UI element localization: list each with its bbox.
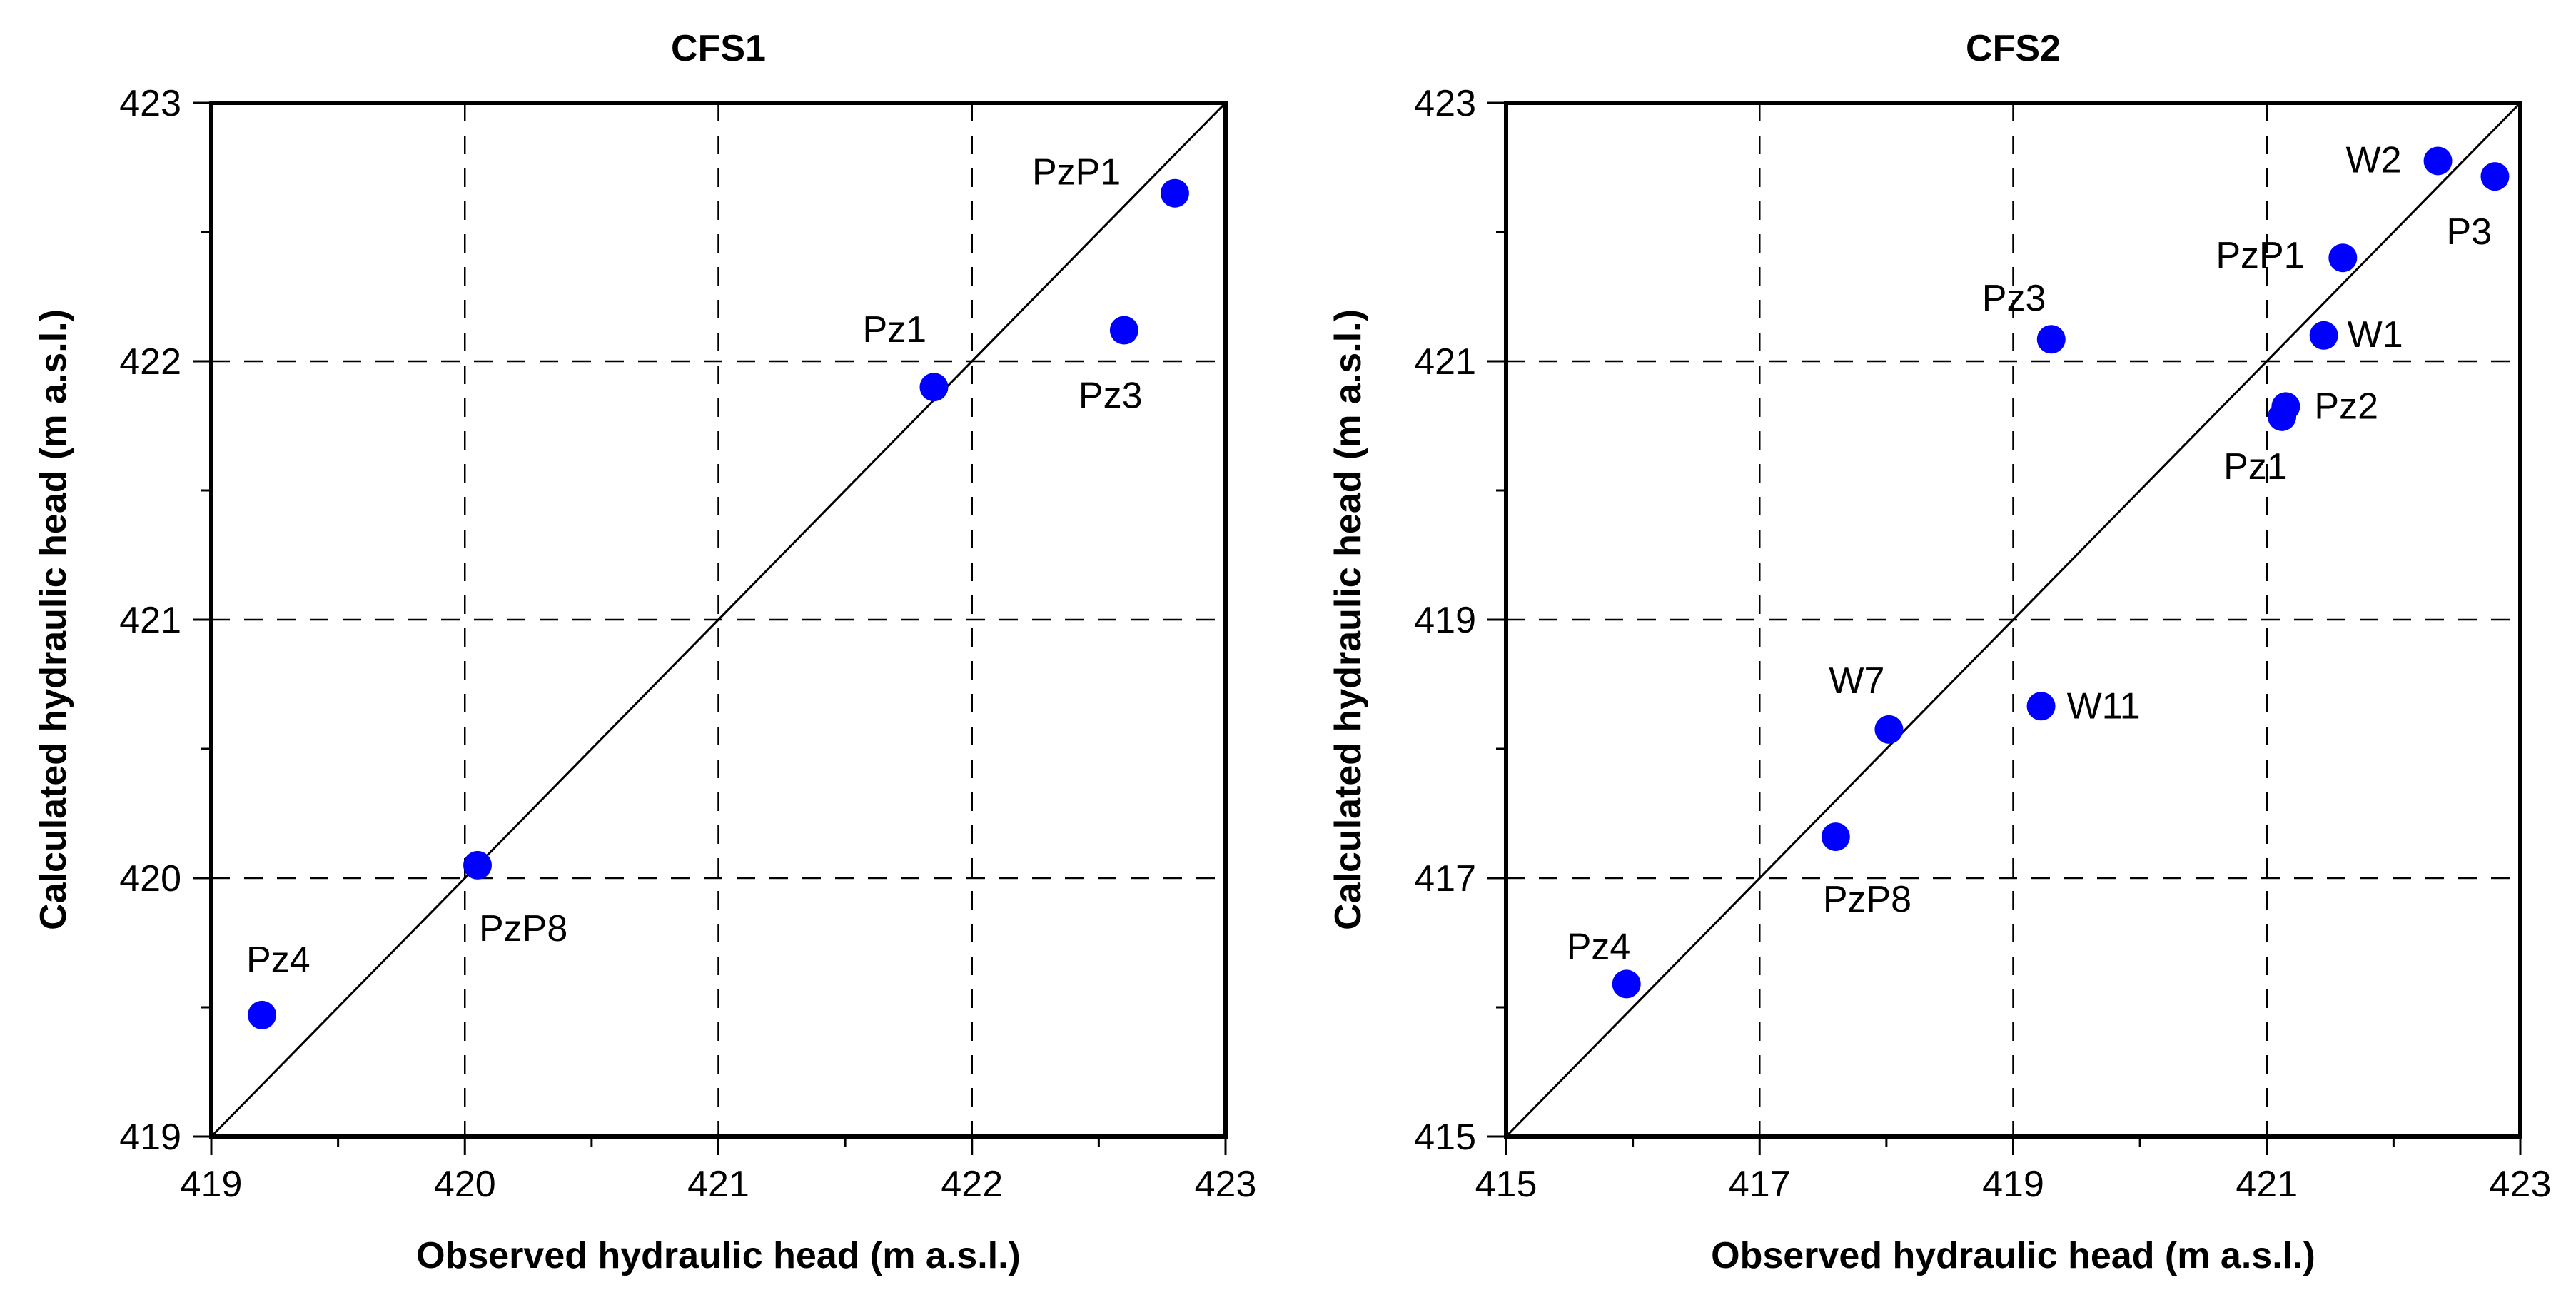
x-tick-label: 420 (434, 1164, 496, 1205)
y-tick-label: 415 (1414, 1117, 1476, 1158)
point-label: PzP8 (479, 908, 567, 949)
data-point (2328, 243, 2358, 273)
y-tick-label: 423 (119, 83, 181, 124)
point-label: Pz1 (862, 309, 926, 351)
data-point (1109, 316, 1138, 345)
x-tick-label: 419 (181, 1164, 243, 1205)
x-tick-label: 417 (1729, 1164, 1791, 1205)
y-tick-label: 421 (1414, 341, 1476, 383)
y-axis-label: Calculated hydraulic head (m a.s.l.) (1328, 309, 1369, 930)
data-point (919, 373, 949, 402)
axis-ticks (1487, 101, 2522, 1155)
point-label: Pz3 (1079, 376, 1143, 417)
x-tick-label: 421 (687, 1164, 749, 1205)
y-tick-label: 419 (1414, 600, 1476, 641)
point-label: Pz4 (246, 939, 310, 981)
data-point (1612, 969, 1641, 999)
point-label: Pz2 (2314, 386, 2378, 427)
one-to-one-line (210, 101, 1227, 1138)
x-tick-label: 415 (1475, 1164, 1537, 1205)
chart-cfs1: CFS1 419 420 421 422 423 419 420 421 422 423 Observ… (33, 28, 1256, 1276)
point-label: Pz3 (1982, 278, 2046, 319)
x-axis-label: Observed hydraulic head (m a.s.l.) (416, 1235, 1021, 1276)
point-label: P3 (2446, 211, 2492, 253)
point-label: PzP1 (2216, 235, 2304, 276)
y-tick-label: 422 (119, 341, 181, 383)
axis-ticks (193, 101, 1227, 1155)
one-to-one-line (1505, 101, 2522, 1138)
data-point (2036, 325, 2066, 354)
y-tick-label: 421 (119, 600, 181, 641)
data-point (2309, 321, 2338, 350)
data-point (2268, 402, 2297, 431)
data-point (2026, 692, 2056, 721)
y-tick-label: 419 (119, 1117, 181, 1158)
point-label: PzP1 (1032, 152, 1121, 193)
y-tick-label: 420 (119, 858, 181, 900)
x-tick-label: 422 (941, 1164, 1003, 1205)
data-point (2423, 146, 2453, 176)
x-tick-label: 423 (1195, 1164, 1257, 1205)
x-axis-label: Observed hydraulic head (m a.s.l.) (1711, 1235, 2315, 1276)
data-point (248, 1000, 277, 1029)
y-tick-label: 423 (1414, 83, 1476, 124)
chart-title: CFS2 (1966, 28, 2061, 69)
point-label: W1 (2348, 314, 2403, 356)
y-tick-label: 417 (1414, 858, 1476, 900)
point-label: W7 (1829, 660, 1884, 702)
data-point (1874, 715, 1904, 744)
data-points: PzP1 Pz1 Pz3 PzP8 Pz4 (246, 152, 1189, 1029)
point-label: Pz4 (1567, 926, 1631, 967)
data-points: W2 P3 PzP1 W1 Pz3 Pz2 Pz1 W7 W11 PzP8 Pz4 (1567, 139, 2510, 999)
chart-title: CFS1 (671, 28, 766, 69)
point-label: Pz1 (2223, 446, 2288, 488)
x-tick-label: 423 (2490, 1164, 2552, 1205)
y-axis-label: Calculated hydraulic head (m a.s.l.) (33, 309, 74, 930)
data-point (1821, 822, 1850, 852)
x-tick-label: 419 (1982, 1164, 2044, 1205)
data-point (1160, 178, 1189, 208)
x-tick-label: 421 (2236, 1164, 2298, 1205)
data-point (2480, 162, 2510, 191)
point-label: W2 (2346, 139, 2402, 181)
chart-cfs2: CFS2 415 417 419 421 423 415 417 419 421 423 Observ… (1328, 28, 2551, 1276)
point-label: W11 (2067, 685, 2141, 727)
data-point (463, 850, 493, 880)
point-label: PzP8 (1823, 879, 1911, 920)
